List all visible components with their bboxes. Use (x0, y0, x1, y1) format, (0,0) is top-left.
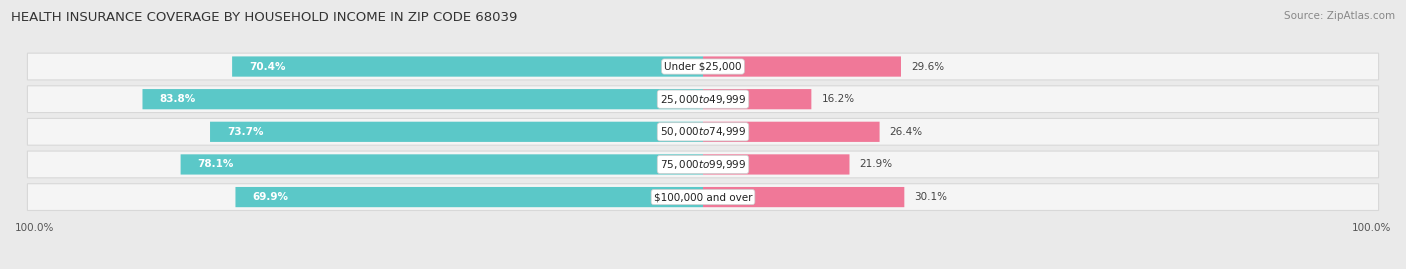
FancyBboxPatch shape (703, 122, 880, 142)
FancyBboxPatch shape (28, 53, 1378, 80)
Text: 30.1%: 30.1% (914, 192, 948, 202)
Text: 70.4%: 70.4% (249, 62, 285, 72)
FancyBboxPatch shape (209, 122, 703, 142)
Text: HEALTH INSURANCE COVERAGE BY HOUSEHOLD INCOME IN ZIP CODE 68039: HEALTH INSURANCE COVERAGE BY HOUSEHOLD I… (11, 11, 517, 24)
FancyBboxPatch shape (703, 187, 904, 207)
Text: $100,000 and over: $100,000 and over (654, 192, 752, 202)
Text: 26.4%: 26.4% (890, 127, 922, 137)
Text: $50,000 to $74,999: $50,000 to $74,999 (659, 125, 747, 138)
FancyBboxPatch shape (703, 56, 901, 77)
FancyBboxPatch shape (28, 151, 1378, 178)
FancyBboxPatch shape (232, 56, 703, 77)
Legend: With Coverage, Without Coverage: With Coverage, Without Coverage (595, 264, 811, 269)
FancyBboxPatch shape (28, 118, 1378, 145)
FancyBboxPatch shape (180, 154, 703, 175)
FancyBboxPatch shape (235, 187, 703, 207)
Text: 69.9%: 69.9% (252, 192, 288, 202)
Text: 83.8%: 83.8% (159, 94, 195, 104)
Text: 29.6%: 29.6% (911, 62, 945, 72)
Text: Source: ZipAtlas.com: Source: ZipAtlas.com (1284, 11, 1395, 21)
FancyBboxPatch shape (703, 89, 811, 109)
Text: 16.2%: 16.2% (821, 94, 855, 104)
Text: 78.1%: 78.1% (197, 160, 233, 169)
Text: 73.7%: 73.7% (226, 127, 263, 137)
Text: $25,000 to $49,999: $25,000 to $49,999 (659, 93, 747, 106)
FancyBboxPatch shape (703, 154, 849, 175)
FancyBboxPatch shape (28, 184, 1378, 210)
Text: Under $25,000: Under $25,000 (664, 62, 742, 72)
FancyBboxPatch shape (142, 89, 703, 109)
FancyBboxPatch shape (28, 86, 1378, 112)
Text: 21.9%: 21.9% (859, 160, 893, 169)
Text: $75,000 to $99,999: $75,000 to $99,999 (659, 158, 747, 171)
